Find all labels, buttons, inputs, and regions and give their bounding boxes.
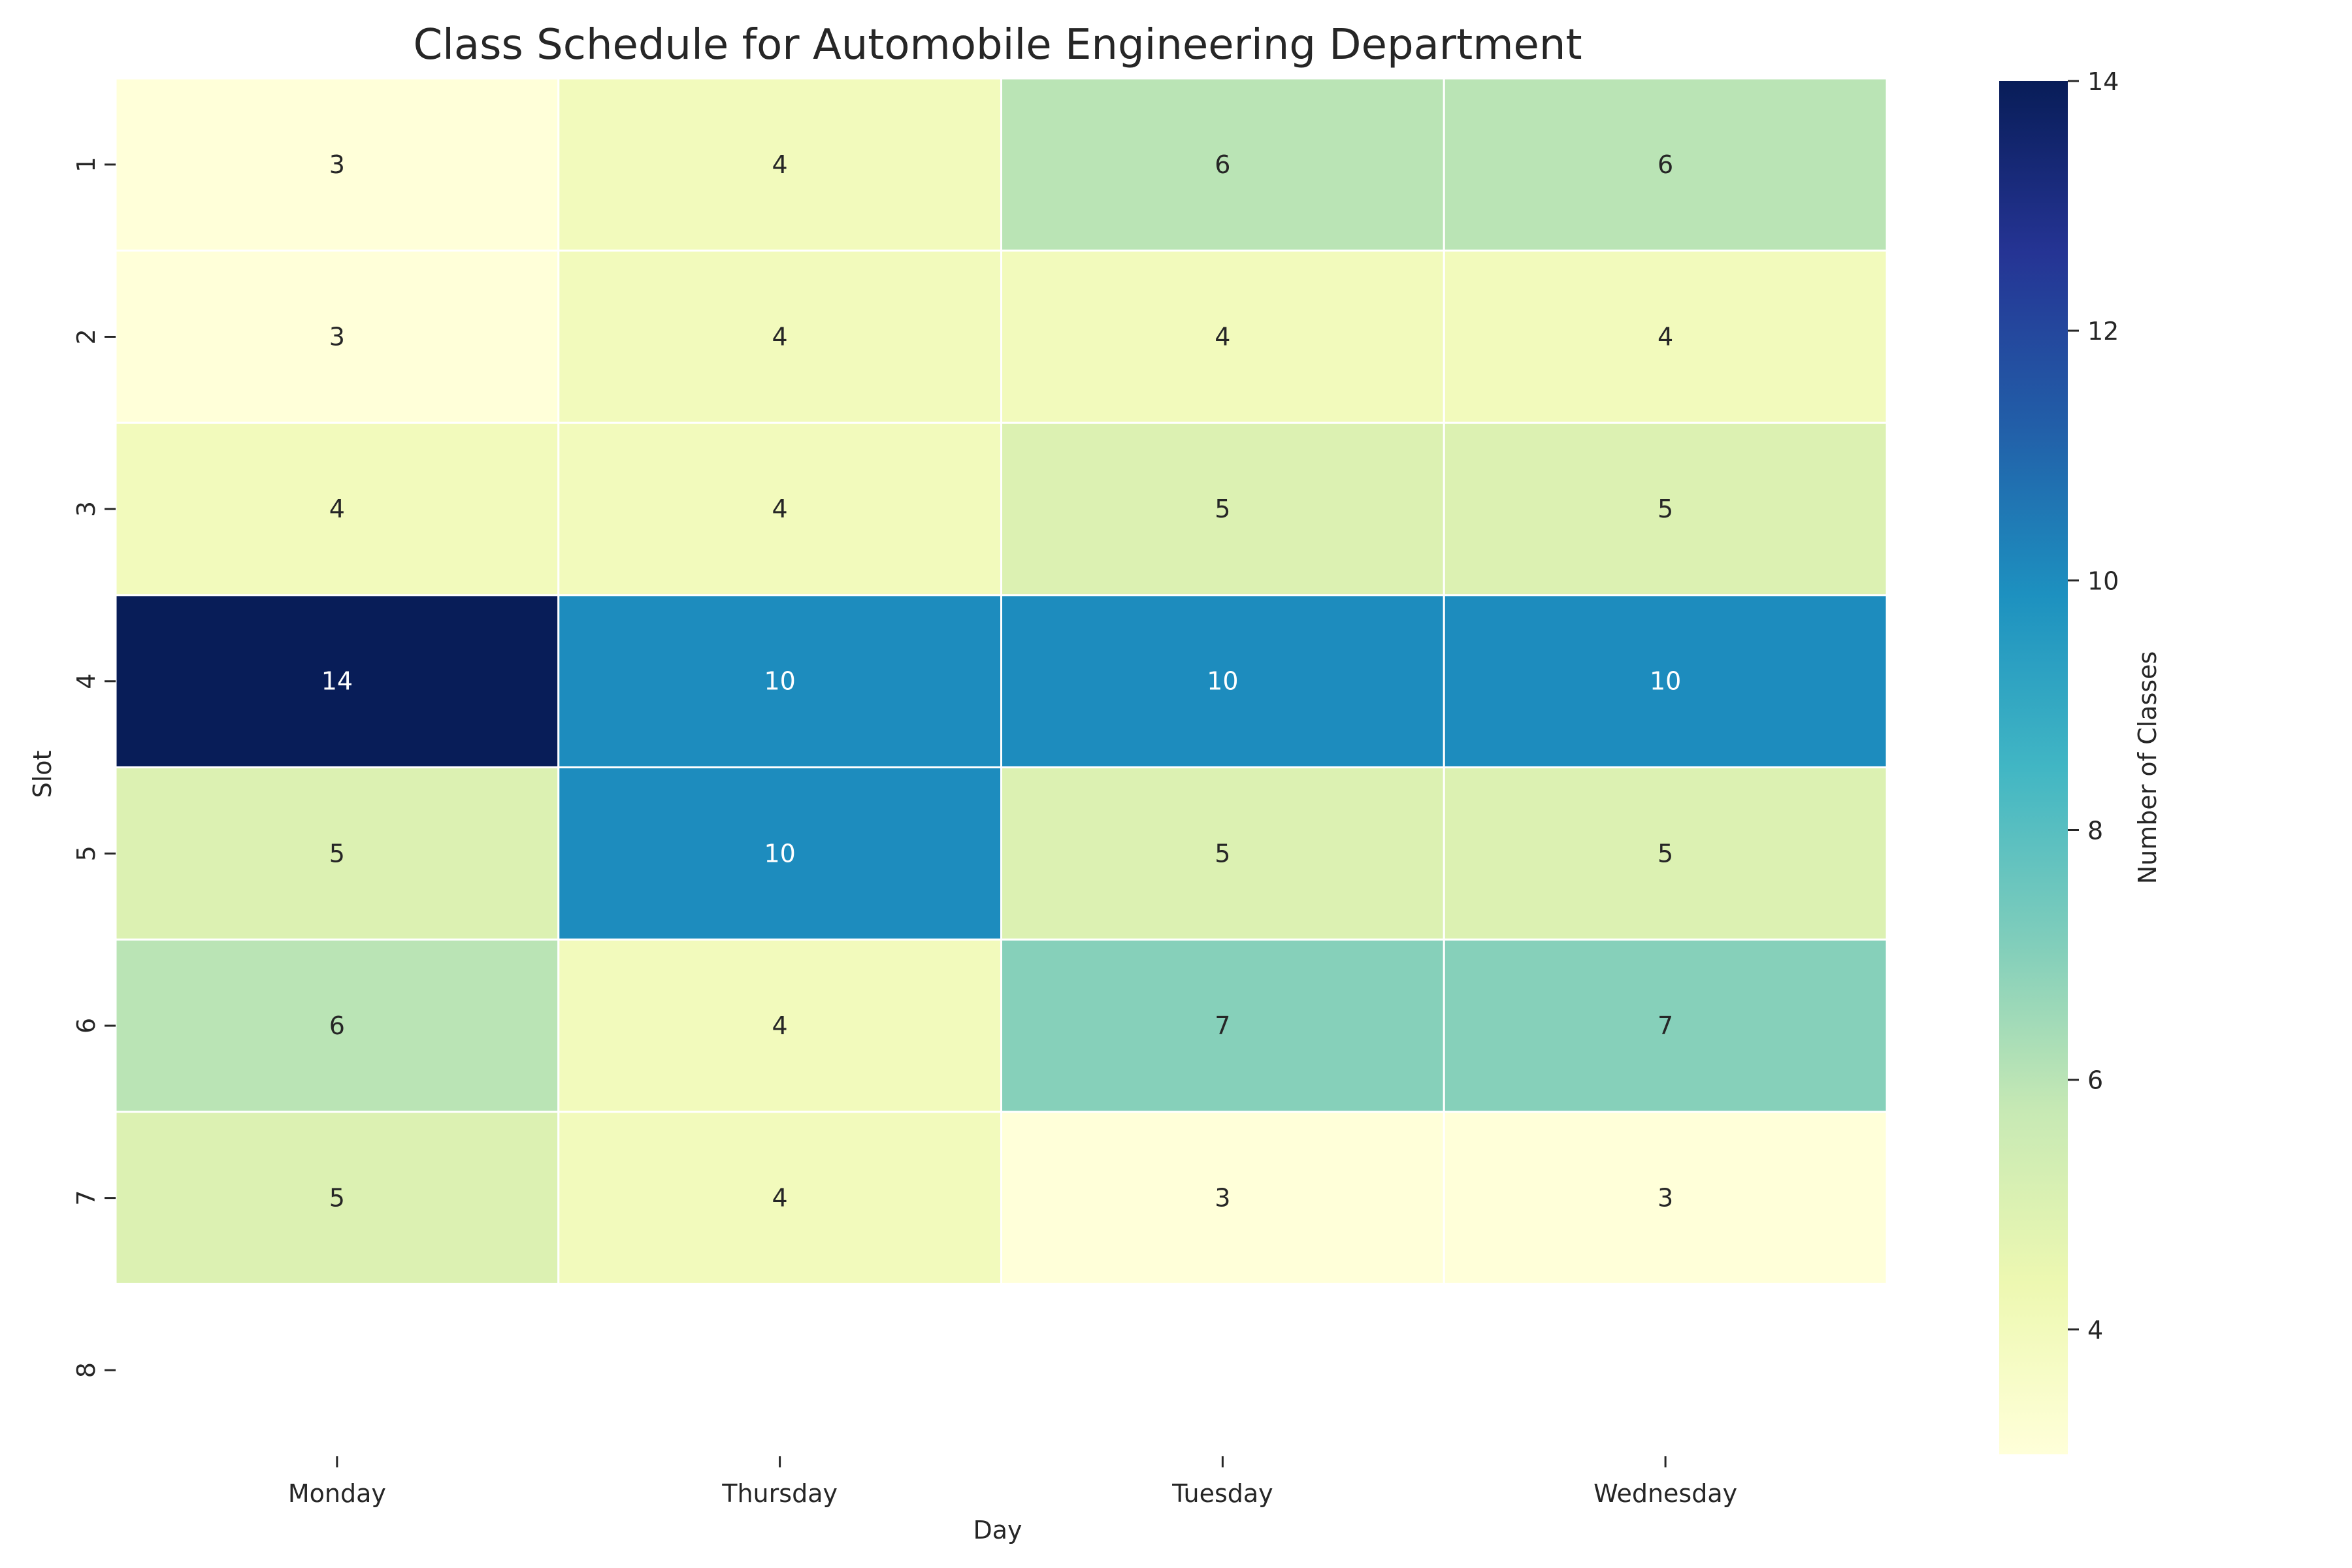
y-tick-label: 6 (72, 1018, 101, 1034)
cell-value-label: 4 (772, 1011, 788, 1040)
heatmap-cell (1000, 1111, 1445, 1285)
heatmap-cell (1443, 594, 1888, 768)
heatmap-cell (557, 77, 1002, 252)
heatmap-cell (114, 77, 560, 252)
cell-value-label: 4 (1658, 322, 1673, 351)
heatmap-cells (114, 77, 1888, 1285)
cell-value-label: 4 (772, 322, 788, 351)
y-tick-label: 5 (72, 845, 101, 861)
heatmap-cell (557, 594, 1002, 768)
heatmap-cell (114, 938, 560, 1113)
heatmap-cell (557, 250, 1002, 424)
heatmap-cell (557, 766, 1002, 941)
y-tick-label: 3 (72, 501, 101, 517)
heatmap-cell (557, 938, 1002, 1113)
colorbar-tick-label: 14 (2087, 67, 2119, 96)
colorbar-tick-label: 8 (2087, 817, 2103, 845)
heatmap-cell (114, 594, 560, 768)
cell-value-label: 14 (321, 667, 353, 696)
heatmap-cell (1443, 938, 1888, 1113)
cell-value-label: 5 (329, 1184, 345, 1213)
cell-value-label: 5 (1215, 839, 1230, 868)
colorbar-tick-label: 10 (2087, 566, 2119, 595)
x-tick-label: Tuesday (1171, 1479, 1273, 1508)
y-tick-label: 7 (72, 1190, 101, 1205)
cell-value-label: 7 (1215, 1011, 1230, 1040)
y-tick-label: 8 (72, 1362, 101, 1378)
cell-value-label: 10 (1650, 667, 1681, 696)
heatmap-cell (1000, 938, 1445, 1113)
cell-value-label: 10 (764, 667, 795, 696)
colorbar-tick-label: 6 (2087, 1066, 2103, 1095)
x-axis-label: Day (973, 1516, 1022, 1544)
cell-value-label: 6 (1658, 150, 1673, 179)
x-tick-label: Monday (288, 1479, 386, 1508)
cell-value-label: 3 (329, 322, 345, 351)
cell-value-label: 6 (329, 1011, 345, 1040)
colorbar-tick-label: 12 (2087, 317, 2119, 346)
heatmap-cell (1000, 766, 1445, 941)
x-axis-ticks: Monday Thursday Tuesday Wednesday (288, 1456, 1737, 1508)
cell-value-label: 6 (1215, 150, 1230, 179)
cell-value-label: 7 (1658, 1011, 1673, 1040)
x-tick-label: Wednesday (1593, 1479, 1737, 1508)
heatmap-cell (1443, 1111, 1888, 1285)
y-axis-ticks: 1 2 3 4 5 6 7 8 (72, 157, 116, 1378)
heatmap-cell (1443, 77, 1888, 252)
cell-value-label: 10 (764, 839, 795, 868)
cell-value-label: 5 (329, 839, 345, 868)
cell-value-label: 3 (329, 150, 345, 179)
cell-value-label: 5 (1658, 839, 1673, 868)
x-tick-label: Thursday (721, 1479, 838, 1508)
cell-value-label: 3 (1215, 1184, 1230, 1213)
cell-value-label: 4 (1215, 322, 1230, 351)
heatmap-cell (1000, 77, 1445, 252)
colorbar-tick-label: 4 (2087, 1316, 2103, 1345)
heatmap-cell (557, 421, 1002, 596)
cell-value-label: 4 (772, 150, 788, 179)
cell-value-label: 3 (1658, 1184, 1673, 1213)
heatmap-cell (114, 250, 560, 424)
heatmap-cell (114, 766, 560, 941)
heatmap-cell (1443, 766, 1888, 941)
cell-value-label: 10 (1207, 667, 1238, 696)
cell-value-label: 4 (329, 495, 345, 523)
cell-value-label: 5 (1658, 495, 1673, 523)
colorbar-gradient (1999, 81, 2068, 1454)
cell-value-label: 4 (772, 1184, 788, 1213)
y-tick-label: 1 (72, 157, 101, 172)
heatmap-cell-labels: 3 4 6 6 3 4 4 4 4 4 5 5 14 10 10 10 5 10 5 5 6 4 7 7 5 4 3 3 (321, 150, 1682, 1213)
y-tick-label: 2 (72, 329, 101, 344)
heatmap-cell (1443, 421, 1888, 596)
colorbar-label: Number of Classes (2133, 651, 2162, 885)
cell-value-label: 4 (772, 495, 788, 523)
colorbar-ticks: 4 6 8 10 12 14 (2068, 67, 2119, 1345)
y-axis-label: Slot (28, 751, 57, 798)
heatmap-cell (114, 1111, 560, 1285)
y-tick-label: 4 (72, 674, 101, 689)
heatmap-cell (1000, 594, 1445, 768)
cell-value-label: 5 (1215, 495, 1230, 523)
heatmap-cell (1443, 250, 1888, 424)
colorbar: 4 6 8 10 12 14 Number of Classes (1999, 67, 2162, 1454)
chart-title: Class Schedule for Automobile Engineerin… (413, 21, 1582, 69)
